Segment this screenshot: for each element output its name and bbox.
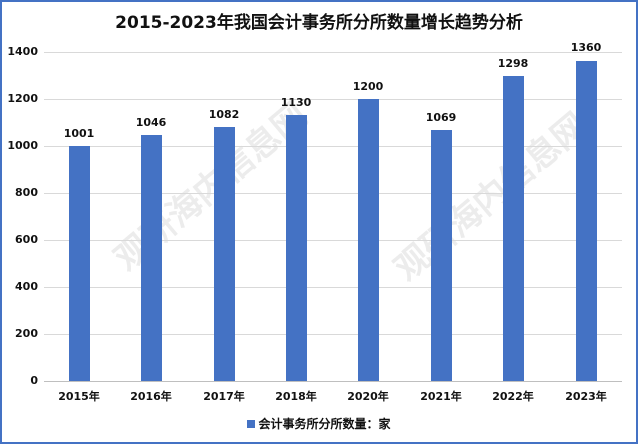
x-tick-label: 2022年 [492,390,534,403]
x-axis-line [44,381,622,382]
y-tick-label: 800 [15,186,38,199]
gridline-600 [44,240,622,241]
y-tick-label: 600 [15,233,38,246]
x-tick-label: 2023年 [565,390,607,403]
y-tick-label: 200 [15,327,38,340]
bar-2017 [214,127,235,381]
x-tick-label: 2021年 [420,390,462,403]
gridline-200 [44,334,622,335]
y-tick-label: 1200 [7,92,38,105]
bar-2015 [69,146,90,381]
bar-2016 [141,135,162,381]
data-label: 1001 [63,127,95,140]
x-tick-label: 2017年 [203,390,245,403]
bar-2021 [431,130,452,381]
x-tick-label: 2015年 [58,390,100,403]
data-label: 1130 [280,96,312,109]
gridline-400 [44,287,622,288]
chart-title: 2015-2023年我国会计事务所分所数量增长趋势分析 [115,13,523,33]
gridline-800 [44,193,622,194]
gridline-1000 [44,146,622,147]
data-label: 1200 [352,80,384,93]
x-tick-label: 2016年 [130,390,172,403]
plot-area: 0 200 400 600 800 1000 1200 1400 1001 10… [7,41,622,403]
data-label: 1046 [135,116,167,129]
y-tick-label: 1000 [7,139,38,152]
bar-2022 [503,76,524,381]
gridline-1200 [44,99,622,100]
data-label: 1082 [208,108,240,121]
data-label: 1298 [497,57,529,70]
y-tick-label: 0 [30,374,38,387]
x-tick-label: 2018年 [275,390,317,403]
data-label: 1360 [570,41,602,54]
bar-2020 [358,99,379,381]
legend: 会计事务所分所数量：家 [0,415,638,432]
bar-2018 [286,115,307,381]
y-tick-label: 400 [15,280,38,293]
x-tick-label: 2020年 [347,390,389,403]
legend-label: 会计事务所分所数量：家 [258,417,391,431]
legend-swatch-icon [247,420,256,428]
y-tick-label: 1400 [7,45,38,58]
data-label: 1069 [425,111,457,124]
bar-2023 [576,61,597,381]
gridline-1400 [44,52,622,53]
